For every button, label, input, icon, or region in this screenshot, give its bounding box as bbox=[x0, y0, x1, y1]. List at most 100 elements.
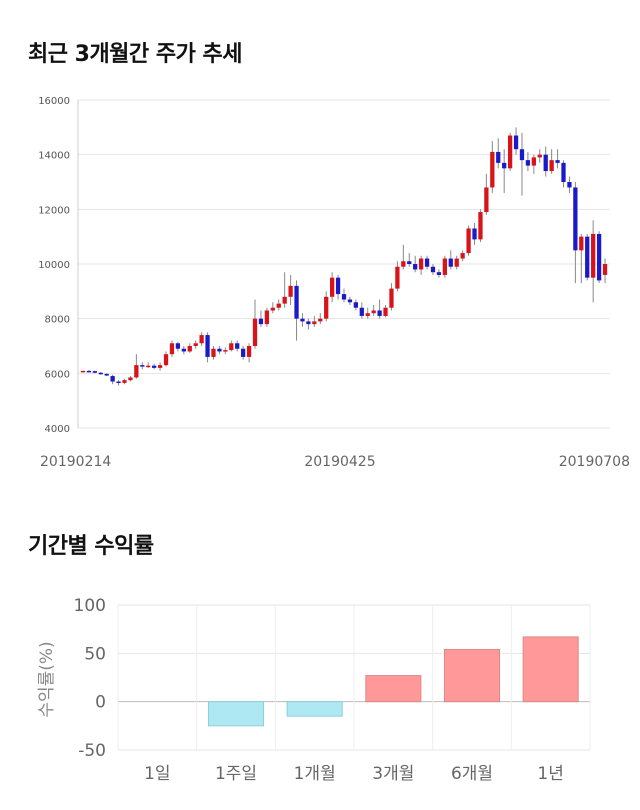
candle-body bbox=[175, 343, 181, 349]
candle-body bbox=[371, 310, 376, 314]
x-tick-label: 1개월 bbox=[294, 764, 336, 784]
candle-body bbox=[507, 135, 513, 169]
candlestick-x-ticks: 20190214 20190425 20190708 bbox=[40, 454, 630, 470]
candle-body bbox=[567, 182, 572, 188]
candle-body bbox=[288, 285, 293, 297]
candle-body bbox=[579, 236, 584, 251]
candle-body bbox=[537, 154, 542, 158]
y-axis-label: 수익률(%) bbox=[37, 641, 57, 717]
candle-body bbox=[80, 370, 86, 373]
y-tick-label: 16000 bbox=[38, 96, 70, 107]
candle-body bbox=[460, 253, 465, 259]
candle-body bbox=[86, 370, 92, 373]
x-tick-label: 1일 bbox=[144, 764, 170, 784]
candle-body bbox=[264, 310, 270, 325]
candle-body bbox=[407, 261, 412, 264]
candle-body bbox=[442, 258, 447, 275]
candle-body bbox=[140, 365, 145, 367]
candle-body bbox=[306, 321, 311, 325]
candle-body bbox=[241, 348, 246, 357]
candle-body bbox=[436, 272, 442, 275]
x-tick-label: 20190214 bbox=[40, 454, 111, 470]
candle-body bbox=[543, 154, 548, 172]
y-tick-label: 4000 bbox=[45, 424, 70, 435]
candle-body bbox=[531, 157, 536, 166]
candle-body bbox=[246, 346, 252, 357]
y-tick-label: 50 bbox=[84, 644, 106, 664]
candlestick-chart: 4000 6000 8000 10000 12000 14000 16000 2019021… bbox=[38, 96, 630, 470]
price-trend-title: 최근 3개월간 주가 추세 bbox=[28, 42, 242, 67]
candle-body bbox=[187, 346, 192, 352]
candle-body bbox=[229, 343, 234, 351]
y-tick-label: 6000 bbox=[45, 369, 70, 380]
candle-body bbox=[573, 187, 578, 251]
candle-body bbox=[104, 373, 109, 376]
y-tick-label: 10000 bbox=[38, 260, 70, 271]
candle-body bbox=[602, 264, 608, 275]
candle-body bbox=[122, 380, 127, 383]
x-tick-label: 1주일 bbox=[215, 764, 257, 784]
candle-body bbox=[591, 233, 596, 278]
y-tick-label: 14000 bbox=[38, 151, 70, 162]
candle-body bbox=[549, 160, 554, 172]
candle-body bbox=[383, 307, 388, 316]
y-tick-label: -50 bbox=[78, 741, 106, 761]
return-bar bbox=[207, 701, 265, 727]
candle-body bbox=[353, 302, 359, 308]
candle-body bbox=[205, 335, 210, 357]
candle-body bbox=[341, 294, 347, 300]
return-bar bbox=[443, 648, 501, 703]
candle-body bbox=[513, 135, 519, 150]
y-tick-label: 12000 bbox=[38, 205, 70, 216]
return-bar bbox=[522, 636, 579, 703]
candle-body bbox=[324, 296, 329, 319]
candle-body bbox=[335, 277, 341, 295]
candle-body bbox=[430, 266, 436, 273]
candle-body bbox=[484, 187, 489, 213]
candle-body bbox=[258, 318, 264, 325]
candle-body bbox=[359, 307, 364, 316]
candle-body bbox=[555, 160, 560, 163]
candle-body bbox=[282, 296, 287, 304]
candle-body bbox=[116, 381, 121, 384]
return-bar bbox=[365, 675, 422, 703]
x-tick-label: 20190708 bbox=[559, 454, 630, 470]
candle-body bbox=[169, 343, 175, 355]
candle-body bbox=[276, 303, 281, 308]
candle-body bbox=[561, 162, 566, 182]
x-tick-label: 20190425 bbox=[304, 454, 375, 470]
candlestick-marks bbox=[80, 127, 608, 386]
candle-body bbox=[478, 212, 483, 240]
candle-body bbox=[217, 348, 222, 352]
candle-body bbox=[223, 350, 228, 352]
candle-body bbox=[199, 335, 204, 344]
return-bar bbox=[286, 701, 343, 717]
candle-body bbox=[490, 151, 495, 188]
candle-body bbox=[92, 371, 97, 373]
y-tick-label: 0 bbox=[95, 693, 106, 713]
candle-body bbox=[312, 321, 317, 325]
candle-body bbox=[377, 310, 382, 316]
candle-body bbox=[413, 264, 418, 270]
candle-body bbox=[365, 313, 370, 316]
candle-body bbox=[110, 376, 115, 382]
candle-body bbox=[466, 228, 471, 254]
candle-body bbox=[318, 318, 323, 322]
candle-body bbox=[193, 343, 198, 346]
candle-body bbox=[163, 354, 169, 366]
candle-body bbox=[424, 258, 430, 267]
candle-body bbox=[294, 285, 299, 319]
candle-body bbox=[252, 318, 258, 346]
candle-body bbox=[235, 343, 240, 349]
candle-body bbox=[502, 162, 507, 169]
candle-body bbox=[395, 266, 400, 289]
x-tick-label: 3개월 bbox=[372, 764, 414, 784]
period-return-title: 기간별 수익률 bbox=[28, 534, 154, 559]
candle-body bbox=[401, 261, 406, 267]
candle-body bbox=[128, 377, 133, 381]
candle-body bbox=[585, 236, 590, 278]
candle-body bbox=[448, 258, 453, 267]
candle-body bbox=[211, 348, 216, 357]
candle-body bbox=[300, 318, 305, 322]
